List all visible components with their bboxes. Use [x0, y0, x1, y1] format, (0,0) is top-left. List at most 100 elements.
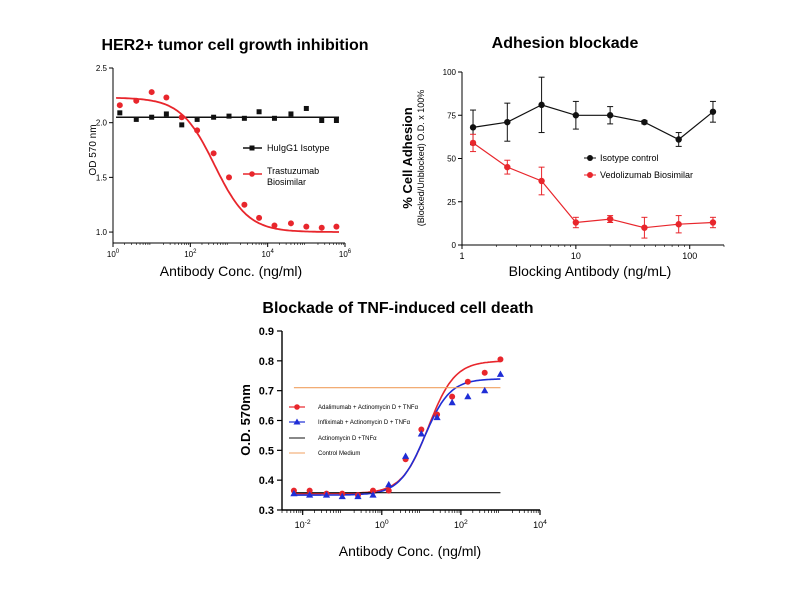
y-tick-label: 25: [447, 198, 456, 207]
point-vedolizumab: [641, 224, 648, 231]
legend-marker-infliximab: [293, 418, 301, 425]
legend-marker-adalimumab: [294, 404, 300, 410]
x-tick-label: 100: [107, 249, 120, 259]
point-adalimumab: [464, 378, 471, 385]
point-infliximab: [433, 413, 441, 421]
point-trastuzumab: [256, 214, 263, 221]
point-adalimumab: [370, 487, 377, 494]
chart-adhesion-blockade: Adhesion blockade 1 10 100 0 25 50 75 100 Bloc…: [400, 35, 725, 279]
point-isotype: [504, 118, 511, 126]
point-vedolizumab: [675, 221, 682, 228]
point-infliximab: [306, 491, 314, 498]
point-isotype: [288, 111, 294, 117]
point-infliximab: [464, 392, 472, 400]
y-tick-label: 75: [447, 111, 456, 120]
point-trastuzumab: [303, 223, 310, 230]
x-axis-label: Antibody Conc. (ng/ml): [339, 543, 481, 559]
point-adalimumab: [306, 487, 313, 494]
point-vedolizumab: [504, 163, 511, 171]
point-isotype: [606, 112, 614, 119]
y-tick-label: 1.0: [96, 228, 108, 237]
chart-title: Adhesion blockade: [492, 35, 639, 52]
point-trastuzumab: [133, 97, 140, 104]
y-tick-label: 2.0: [96, 119, 108, 128]
point-trastuzumab: [271, 222, 278, 229]
point-adalimumab: [385, 487, 392, 494]
series-lines: [472, 104, 714, 229]
point-infliximab: [448, 398, 456, 406]
data-points: [469, 76, 717, 239]
point-trastuzumab: [318, 224, 325, 231]
x-tick-label: 106: [339, 249, 352, 259]
point-isotype: [709, 108, 717, 115]
legend-marker-circle: [249, 171, 255, 177]
legend: HuIgG1 Isotype Trastuzumab Biosimilar: [243, 143, 330, 187]
point-isotype: [319, 118, 325, 123]
y-tick-labels: 0 25 50 75 100: [443, 68, 457, 250]
x-axis-label: Blocking Antibody (ng/mL): [509, 263, 672, 279]
point-trastuzumab: [333, 223, 340, 230]
point-vedolizumab: [572, 219, 580, 226]
point-isotype: [211, 114, 217, 120]
x-tick-label: 102: [454, 519, 468, 530]
point-isotype: [538, 101, 545, 109]
point-trastuzumab: [163, 94, 170, 101]
point-isotype: [271, 115, 277, 121]
legend-label-control: Control Medium: [318, 451, 360, 457]
x-tick-labels: 100 102 104 106: [107, 249, 352, 259]
point-isotype: [333, 118, 339, 123]
point-infliximab: [385, 480, 393, 488]
point-isotype: [469, 124, 477, 131]
point-isotype: [149, 114, 155, 120]
x-tick-labels: 1 10 100: [459, 251, 697, 261]
y-tick-label: 0.5: [259, 445, 274, 457]
point-isotype: [572, 112, 580, 119]
point-infliximab: [496, 370, 505, 377]
point-isotype: [226, 113, 232, 119]
fit-curve-trastuzumab: [116, 97, 339, 233]
chart-her2-growth: HER2+ tumor cell growth inhibition 100 10…: [88, 37, 369, 279]
axes: [458, 71, 725, 249]
x-tick-label: 10-2: [295, 519, 311, 530]
x-tick-label: 100: [682, 251, 697, 261]
series-line-isotype: [472, 104, 714, 141]
point-infliximab: [354, 492, 362, 500]
point-adalimumab: [418, 426, 425, 433]
point-isotype: [303, 105, 309, 111]
point-trastuzumab: [194, 127, 201, 134]
legend-label-actinomycin: Actinomycin D +TNFα: [318, 436, 377, 442]
axes: [109, 67, 346, 247]
point-infliximab: [402, 452, 410, 459]
legend-marker-square: [249, 145, 255, 151]
point-infliximab: [417, 430, 425, 437]
x-tick-label: 102: [184, 249, 197, 259]
point-isotype: [256, 109, 262, 115]
point-trastuzumab: [210, 150, 217, 157]
point-isotype: [117, 110, 123, 116]
point-infliximab: [322, 491, 331, 498]
point-infliximab: [338, 492, 346, 500]
point-isotype: [163, 111, 169, 117]
legend-label-infliximab: Infliximab + Actinomycin D + TNFα: [318, 420, 411, 426]
legend-label-isotype: HuIgG1 Isotype: [267, 143, 330, 153]
point-isotype: [241, 115, 247, 121]
data-points: [116, 89, 340, 231]
legend-label-isotype: Isotype control: [600, 153, 659, 163]
y-tick-label: 0.7: [259, 386, 274, 398]
x-tick-label: 104: [262, 249, 275, 259]
y-tick-label: 50: [447, 155, 456, 164]
y-axis-label: % Cell Adhesion: [400, 107, 415, 208]
legend: Adalimumab + Actinomycin D + TNFα Inflix…: [289, 404, 419, 457]
y-tick-label: 0.6: [259, 416, 274, 428]
y-axis-sublabel: (Blocked/Unblocked) O.D. x 100%: [416, 90, 426, 227]
point-isotype: [179, 122, 185, 128]
point-trastuzumab: [178, 114, 185, 121]
y-axis-label: O.D. 570nm: [238, 384, 253, 456]
point-isotype: [133, 116, 139, 122]
y-tick-label: 0.8: [259, 356, 274, 368]
point-trastuzumab: [287, 220, 294, 227]
point-infliximab: [369, 491, 377, 498]
point-vedolizumab: [709, 219, 717, 226]
y-tick-label: 0.4: [259, 475, 275, 487]
